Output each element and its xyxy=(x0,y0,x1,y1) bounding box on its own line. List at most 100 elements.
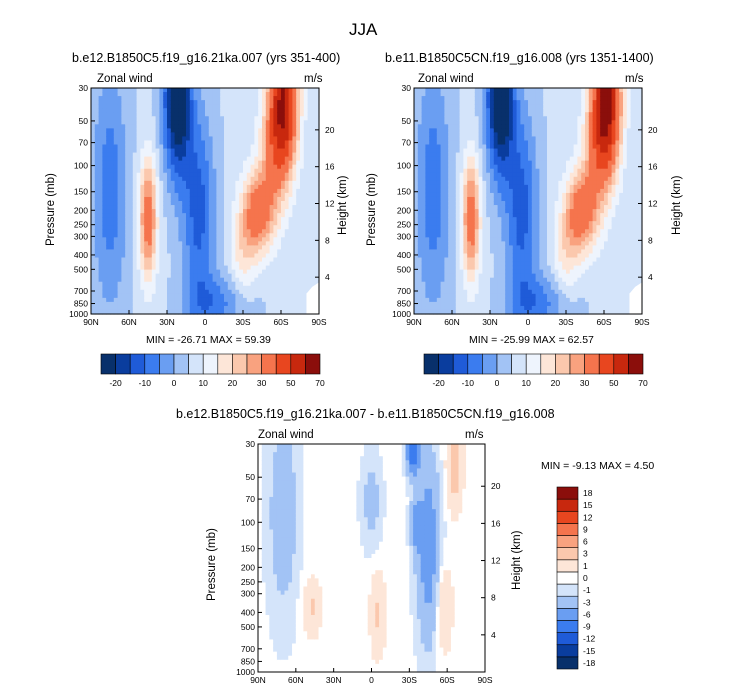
panel1-cell xyxy=(227,225,233,230)
panel1-cell xyxy=(106,301,111,307)
panel2-cell xyxy=(455,237,461,242)
panel2-cell xyxy=(440,221,445,226)
panel1-cell xyxy=(113,100,119,105)
panel1-cell xyxy=(220,213,225,218)
panel2-cell xyxy=(474,184,480,190)
panel1-cell xyxy=(182,180,187,186)
panel1-cell xyxy=(106,297,111,303)
panel1-cell xyxy=(174,253,179,259)
panel2-cell xyxy=(493,201,499,206)
panel2-cell xyxy=(414,128,419,133)
panel1-cell xyxy=(113,253,119,259)
panel2-cell xyxy=(448,305,453,311)
panel1-cell xyxy=(227,253,233,259)
panel1-cell xyxy=(148,132,153,138)
panel1-cell xyxy=(106,164,111,170)
panel1-cell xyxy=(262,269,267,275)
panel1-cell xyxy=(144,184,149,190)
panel1-cell xyxy=(201,172,206,178)
panel1-cell xyxy=(265,148,271,154)
panel1-cell xyxy=(182,237,187,242)
panel1-cell xyxy=(284,277,290,283)
panel2-cell xyxy=(509,196,514,202)
panel1-cell xyxy=(178,144,183,150)
panel2-cell xyxy=(452,188,457,194)
panel2-cell xyxy=(467,128,472,133)
panel1-cell xyxy=(212,201,217,206)
panel1-cell xyxy=(193,261,198,267)
panel1-cell xyxy=(216,128,221,133)
panel1-cell xyxy=(277,176,282,182)
panel1-cell xyxy=(151,168,157,174)
panel2-cell xyxy=(436,225,442,230)
panel1-cell xyxy=(106,225,111,230)
panel2-cell xyxy=(516,301,521,307)
panel2-cell xyxy=(512,261,518,267)
panel1-cell xyxy=(113,285,119,291)
panel1-cell xyxy=(235,209,240,214)
panel1-cell xyxy=(258,124,263,129)
panel2-cell xyxy=(452,168,457,174)
panel1-cell xyxy=(265,221,271,226)
panel1-cell xyxy=(262,96,267,101)
panel1-cell xyxy=(94,265,100,271)
panel2-cell xyxy=(414,301,419,307)
panel2-cell xyxy=(512,309,518,315)
panel2-cell xyxy=(463,241,468,246)
panel2-cell xyxy=(509,265,514,271)
panel1-cell xyxy=(212,213,217,218)
panel2-cell xyxy=(425,112,430,117)
panel1-cell xyxy=(205,305,210,311)
panel2-cell xyxy=(440,88,445,93)
panel1-cell xyxy=(216,164,221,170)
panel1-cell xyxy=(212,269,217,275)
panel2-cell xyxy=(478,245,483,251)
panel2-cell xyxy=(497,277,502,283)
panel1-cell xyxy=(94,156,100,162)
panel1-cell xyxy=(170,184,176,190)
panel2-cell xyxy=(482,124,487,129)
panel1-cell xyxy=(155,164,160,170)
panel1-cell xyxy=(159,305,164,311)
panel1-cell xyxy=(224,309,229,315)
panel1-cell xyxy=(205,285,210,291)
panel1-cell xyxy=(277,249,282,255)
panel1-ytick-label: 30 xyxy=(79,83,89,93)
panel1-cell xyxy=(254,213,259,218)
panel1-cell xyxy=(201,196,206,202)
panel1-cell xyxy=(136,120,141,125)
panel1-cell xyxy=(159,217,164,222)
panel1-cell xyxy=(132,229,138,234)
panel2-cell xyxy=(433,184,438,190)
panel2-cell xyxy=(459,309,464,315)
panel1-cell xyxy=(273,229,278,234)
panel2-cell xyxy=(486,168,491,174)
panel2-cell xyxy=(486,116,491,121)
panel2-cell xyxy=(474,96,480,101)
panel1-cell xyxy=(254,293,259,299)
panel2-cell xyxy=(425,301,430,307)
panel1-cell xyxy=(307,285,312,291)
panel1-cell xyxy=(262,124,267,129)
panel1-cell xyxy=(148,152,153,158)
panel1-cell xyxy=(231,180,236,186)
panel2-cell xyxy=(440,293,445,299)
panel2-cell xyxy=(448,301,453,307)
panel1-cell xyxy=(243,172,248,178)
panel2-cell xyxy=(425,309,430,315)
panel2-cell xyxy=(509,112,514,117)
panel1-cell xyxy=(186,245,191,251)
panel1-cell xyxy=(216,201,221,206)
panel1-cell xyxy=(239,88,244,93)
panel1-cell xyxy=(167,257,172,263)
panel1-cell xyxy=(110,116,115,121)
panel2-cell xyxy=(448,180,453,186)
panel1-cell xyxy=(311,96,316,101)
panel1-cell xyxy=(201,289,206,295)
panel2-cell xyxy=(509,168,514,174)
panel2-cell xyxy=(501,241,506,246)
panel1-cell xyxy=(277,277,282,283)
panel1-cell xyxy=(281,201,286,206)
panel1-cell xyxy=(258,104,263,109)
panel2-cell xyxy=(486,241,491,246)
